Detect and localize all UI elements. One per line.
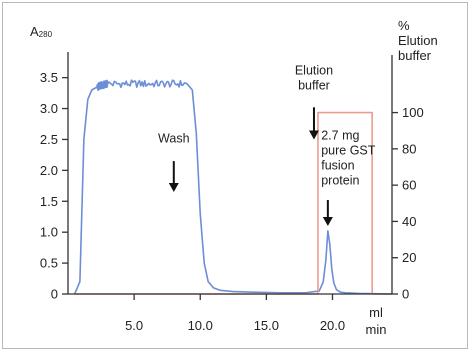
right-axis-label: buffer bbox=[398, 48, 432, 63]
x-axis-tick-label: 15.0 bbox=[254, 318, 279, 333]
annotation-text: Wash bbox=[158, 132, 190, 146]
left-axis-tick-label: 1.5 bbox=[40, 194, 58, 209]
annotation-arrowhead bbox=[168, 183, 179, 192]
right-axis-tick-label: 40 bbox=[402, 214, 416, 229]
x-axis-unit-label: ml bbox=[369, 305, 383, 320]
left-axis-tick-label: 2.5 bbox=[40, 132, 58, 147]
annotation-arrowhead bbox=[322, 217, 333, 226]
annotation: Wash bbox=[158, 132, 190, 192]
right-axis-tick-label: 80 bbox=[402, 141, 416, 156]
left-axis-tick-label: 2.0 bbox=[40, 163, 58, 178]
right-axis-label: Elution bbox=[398, 33, 438, 48]
right-axis-tick-label: 20 bbox=[402, 250, 416, 265]
left-axis-tick-label: 3.5 bbox=[40, 70, 58, 85]
a280-absorbance-line bbox=[73, 79, 393, 295]
left-axis-tick-label: 0.5 bbox=[40, 256, 58, 271]
annotation-arrowhead bbox=[308, 130, 319, 140]
left-axis-tick-label: 1.0 bbox=[40, 225, 58, 240]
annotation-text: protein bbox=[321, 173, 359, 187]
axes-layer: 0 0.5 1.0 1.5 2.0 2.5 3.0 3.5 0 20 40 60 80 100 5.0 10.… bbox=[30, 18, 438, 337]
annotation-text: Elution bbox=[295, 64, 333, 78]
annotation-text: fusion bbox=[321, 158, 354, 172]
right-axis-tick-label: 100 bbox=[402, 105, 424, 120]
annotation-text: 2.7 mg bbox=[321, 128, 359, 142]
right-axis-tick-label: 60 bbox=[402, 178, 416, 193]
right-axis-label: % bbox=[398, 18, 410, 33]
x-axis-tick-label: 20.0 bbox=[320, 318, 345, 333]
x-axis-tick-label: 10.0 bbox=[188, 318, 213, 333]
x-axis-tick-label: 5.0 bbox=[125, 318, 143, 333]
left-axis-tick-label: 0 bbox=[51, 287, 58, 302]
right-axis-tick-label: 0 bbox=[402, 287, 409, 302]
annotation-text: pure GST bbox=[321, 143, 376, 157]
x-axis-unit-label: min bbox=[366, 322, 387, 337]
left-axis-tick-label: 3.0 bbox=[40, 101, 58, 116]
left-axis-label: A280 bbox=[30, 24, 53, 39]
annotation-text: buffer bbox=[298, 79, 330, 93]
